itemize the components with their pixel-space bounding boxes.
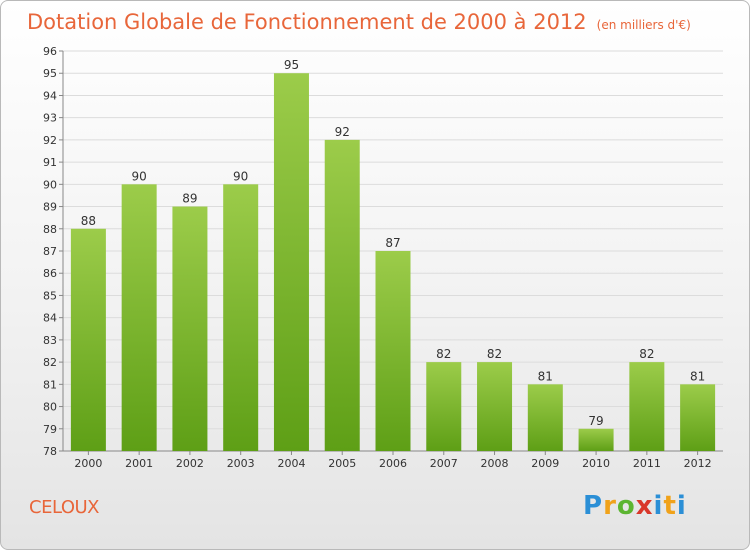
data-labels: 88 90 89 90 95 92 87 82 82 81 79 82 81 [81, 58, 706, 428]
y-tick-label: 96 [43, 45, 57, 58]
data-label-2002: 89 [182, 192, 197, 206]
bar-2001 [121, 184, 157, 452]
bar-2002 [172, 206, 208, 451]
bar-2009 [527, 384, 563, 451]
bar-2010 [578, 428, 614, 451]
bar-2005 [324, 139, 360, 451]
y-tick-label: 81 [43, 378, 57, 391]
x-tick-label-2002: 2002 [176, 457, 204, 470]
data-label-2003: 90 [233, 169, 248, 183]
x-tick-label-2008: 2008 [481, 457, 509, 470]
data-label-2007: 82 [436, 347, 451, 361]
data-label-2005: 92 [335, 125, 350, 139]
chart-title-text: Dotation Globale de Fonctionnement de 20… [27, 10, 587, 34]
x-tick-label-2007: 2007 [430, 457, 458, 470]
bar-2011 [629, 362, 665, 451]
y-tick-label: 91 [43, 156, 57, 169]
y-tick-label: 84 [43, 312, 57, 325]
y-tick-label: 89 [43, 201, 57, 214]
data-label-2000: 88 [81, 214, 96, 228]
x-tick-label-2009: 2009 [531, 457, 559, 470]
y-tick-label: 94 [43, 89, 57, 102]
y-tick-label: 86 [43, 267, 57, 280]
bar-2003 [223, 184, 259, 452]
y-tick-label: 95 [43, 67, 57, 80]
y-tick-label: 92 [43, 134, 57, 147]
bars [70, 73, 716, 452]
chart-unit: (en milliers d'€) [596, 18, 691, 32]
x-tick-label-2003: 2003 [227, 457, 255, 470]
chart-title: Dotation Globale de Fonctionnement de 20… [27, 7, 691, 37]
data-label-2004: 95 [284, 58, 299, 72]
data-label-2010: 79 [588, 414, 603, 428]
y-tick-label: 82 [43, 356, 57, 369]
x-axis-ticks: 2000 2001 2002 2003 2004 2005 2006 2007 2008 2009… [74, 451, 712, 470]
x-tick-label-2011: 2011 [633, 457, 661, 470]
location-label: CELOUX [29, 497, 100, 518]
y-tick-label: 79 [43, 423, 57, 436]
x-tick-label-2005: 2005 [328, 457, 356, 470]
x-tick-label-2004: 2004 [277, 457, 305, 470]
data-label-2006: 87 [385, 236, 400, 250]
y-tick-label: 85 [43, 289, 57, 302]
bar-2007 [426, 362, 462, 451]
proxiti-logo: Proxiti [583, 491, 687, 521]
y-tick-label: 93 [43, 112, 57, 125]
bar-2006 [375, 251, 411, 451]
y-tick-label: 88 [43, 223, 57, 236]
x-tick-label-2000: 2000 [74, 457, 102, 470]
x-tick-label-2001: 2001 [125, 457, 153, 470]
x-tick-label-2012: 2012 [684, 457, 712, 470]
y-tick-label: 80 [43, 401, 57, 414]
y-tick-label: 90 [43, 178, 57, 191]
bar-2000 [70, 228, 106, 451]
bar-2004 [273, 73, 309, 451]
bar-2012 [680, 384, 716, 451]
data-label-2001: 90 [132, 169, 147, 183]
y-axis-ticks: 78 79 80 81 82 83 84 85 86 87 88 89 90 91 92 93 94 95 96 [43, 45, 63, 458]
x-tick-label-2010: 2010 [582, 457, 610, 470]
data-label-2008: 82 [487, 347, 502, 361]
y-tick-label: 83 [43, 334, 57, 347]
y-tick-label: 78 [43, 445, 57, 458]
x-tick-label-2006: 2006 [379, 457, 407, 470]
bar-2008 [477, 362, 513, 451]
y-tick-label: 87 [43, 245, 57, 258]
data-label-2009: 81 [538, 369, 553, 383]
data-label-2011: 82 [639, 347, 654, 361]
data-label-2012: 81 [690, 369, 705, 383]
